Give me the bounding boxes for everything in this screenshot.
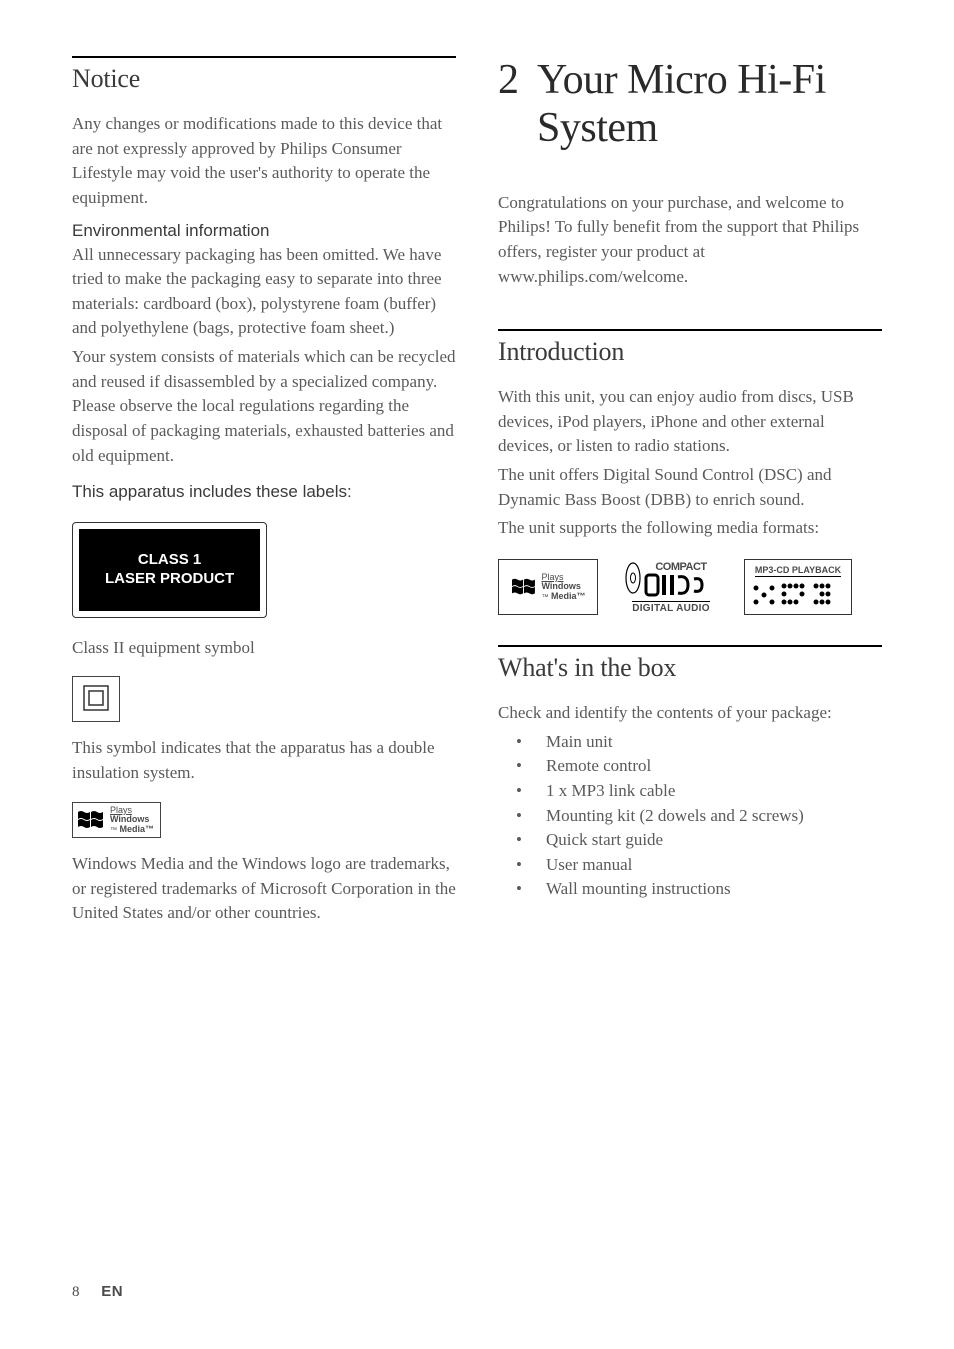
laser-line-1: CLASS 1	[105, 551, 234, 570]
windows-flag-icon	[510, 576, 536, 598]
list-item: Wall mounting instructions	[498, 877, 882, 902]
environmental-heading: Environmental information	[72, 221, 456, 241]
section-divider	[72, 56, 456, 58]
media-label: Media™	[120, 824, 155, 834]
list-item: Mounting kit (2 dowels and 2 screws)	[498, 804, 882, 829]
page-number: 8	[72, 1284, 80, 1300]
list-item: Remote control	[498, 754, 882, 779]
class2-description: This symbol indicates that the apparatus…	[72, 736, 456, 785]
intro-paragraph-3: The unit supports the following media fo…	[498, 516, 882, 541]
mp3-label: MP3-CD PLAYBACK	[755, 565, 841, 577]
right-column: 2 Your Micro Hi-Fi System Congratulation…	[498, 56, 882, 930]
disc-text-icon	[644, 573, 718, 597]
list-item: 1 x MP3 link cable	[498, 779, 882, 804]
notice-paragraph: Any changes or modifications made to thi…	[72, 112, 456, 211]
section-divider	[498, 645, 882, 647]
compact-label: COMPACT	[644, 561, 718, 573]
windows-media-text: Plays Windows ™ Media™	[110, 806, 154, 834]
windows-flag-icon	[76, 808, 104, 832]
class2-symbol	[72, 676, 120, 722]
page-footer: 8 EN	[72, 1283, 123, 1301]
disc-icon	[624, 561, 642, 595]
congratulations-text: Congratulations on your purchase, and we…	[498, 191, 882, 290]
compact-disc-logo: COMPACT DIGITAL AUDIO	[616, 559, 726, 615]
section-divider	[498, 329, 882, 331]
list-item: User manual	[498, 853, 882, 878]
intro-paragraph-1: With this unit, you can enjoy audio from…	[498, 385, 882, 459]
chapter-number: 2	[498, 56, 519, 104]
language-code: EN	[101, 1283, 123, 1300]
list-item: Quick start guide	[498, 828, 882, 853]
notice-heading: Notice	[72, 64, 456, 94]
intro-paragraph-2: The unit offers Digital Sound Control (D…	[498, 463, 882, 512]
box-contents-heading: What's in the box	[498, 653, 882, 683]
box-contents-list: Main unit Remote control 1 x MP3 link ca…	[498, 730, 882, 902]
environmental-paragraph-1: All unnecessary packaging has been omitt…	[72, 243, 456, 342]
list-item: Main unit	[498, 730, 882, 755]
windows-media-logo: Plays Windows ™ Media™	[72, 802, 161, 838]
windows-trademark-text: Windows Media and the Windows logo are t…	[72, 852, 456, 926]
media-format-logos: Plays Windows ™ Media™ COMPACT	[498, 559, 882, 615]
windows-media-text: Plays Windows ™ Media™	[541, 573, 585, 601]
laser-product-label: CLASS 1 LASER PRODUCT	[72, 522, 267, 618]
double-insulation-icon	[81, 683, 111, 713]
left-column: Notice Any changes or modifications made…	[72, 56, 456, 930]
introduction-heading: Introduction	[498, 337, 882, 367]
environmental-paragraph-2: Your system consists of materials which …	[72, 345, 456, 468]
laser-line-2: LASER PRODUCT	[105, 570, 234, 589]
class2-caption: Class II equipment symbol	[72, 636, 456, 661]
mp3-dots-icon	[750, 580, 846, 610]
labels-heading: This apparatus includes these labels:	[72, 482, 456, 502]
digital-audio-label: DIGITAL AUDIO	[632, 601, 710, 614]
box-intro-text: Check and identify the contents of your …	[498, 701, 882, 726]
windows-media-format-logo: Plays Windows ™ Media™	[498, 559, 598, 615]
chapter-heading: 2 Your Micro Hi-Fi System	[498, 56, 882, 191]
mp3-cd-logo: MP3-CD PLAYBACK	[744, 559, 852, 615]
chapter-title: Your Micro Hi-Fi System	[537, 56, 882, 153]
